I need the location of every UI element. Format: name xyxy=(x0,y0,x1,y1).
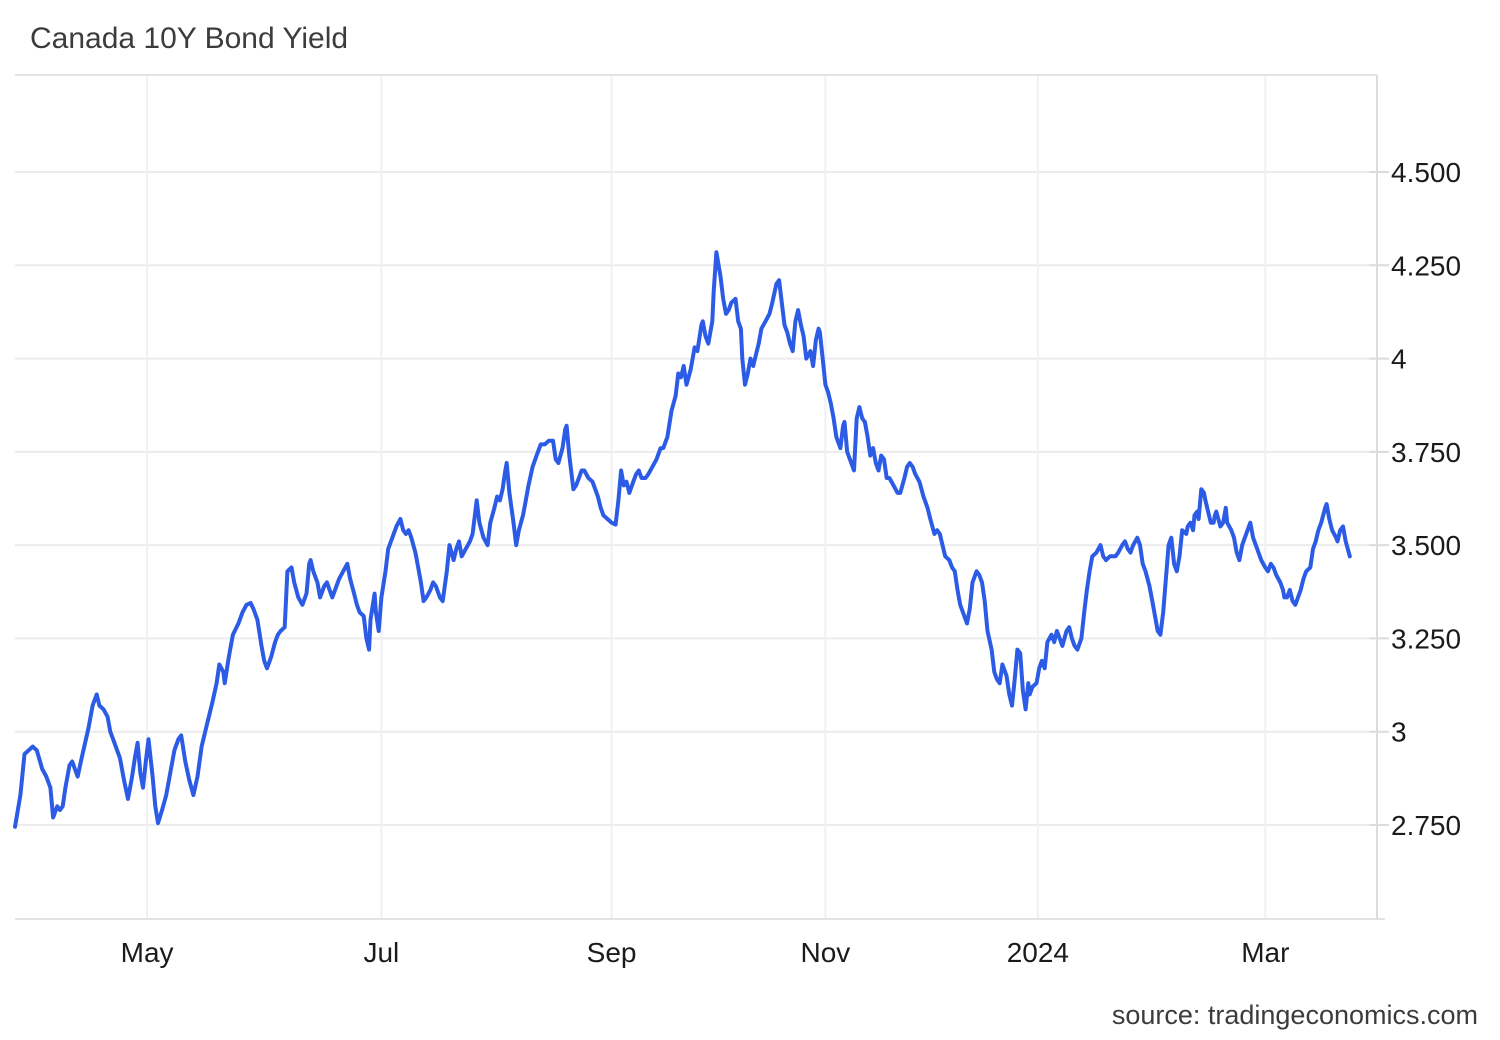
y-tick-label: 3 xyxy=(1391,717,1407,748)
source-credit: source: tradingeconomics.com xyxy=(1111,1000,1478,1030)
chart-title: Canada 10Y Bond Yield xyxy=(30,22,349,55)
y-tick-label: 4 xyxy=(1391,344,1407,375)
y-tick-label: 2.750 xyxy=(1391,810,1461,841)
y-tick-label: 3.500 xyxy=(1391,530,1461,561)
y-tick-label: 3.750 xyxy=(1391,437,1461,468)
y-tick-label: 4.500 xyxy=(1391,157,1461,188)
y-tick-label: 3.250 xyxy=(1391,623,1461,654)
x-tick-label: Mar xyxy=(1241,937,1289,968)
x-tick-label: May xyxy=(121,937,174,968)
x-tick-label: 2024 xyxy=(1007,937,1069,968)
x-tick-label: Nov xyxy=(800,937,850,968)
yield-series-line[interactable] xyxy=(13,250,1352,829)
x-tick-label: Sep xyxy=(587,937,637,968)
y-tick-label: 4.250 xyxy=(1391,250,1461,281)
x-tick-label: Jul xyxy=(363,937,399,968)
